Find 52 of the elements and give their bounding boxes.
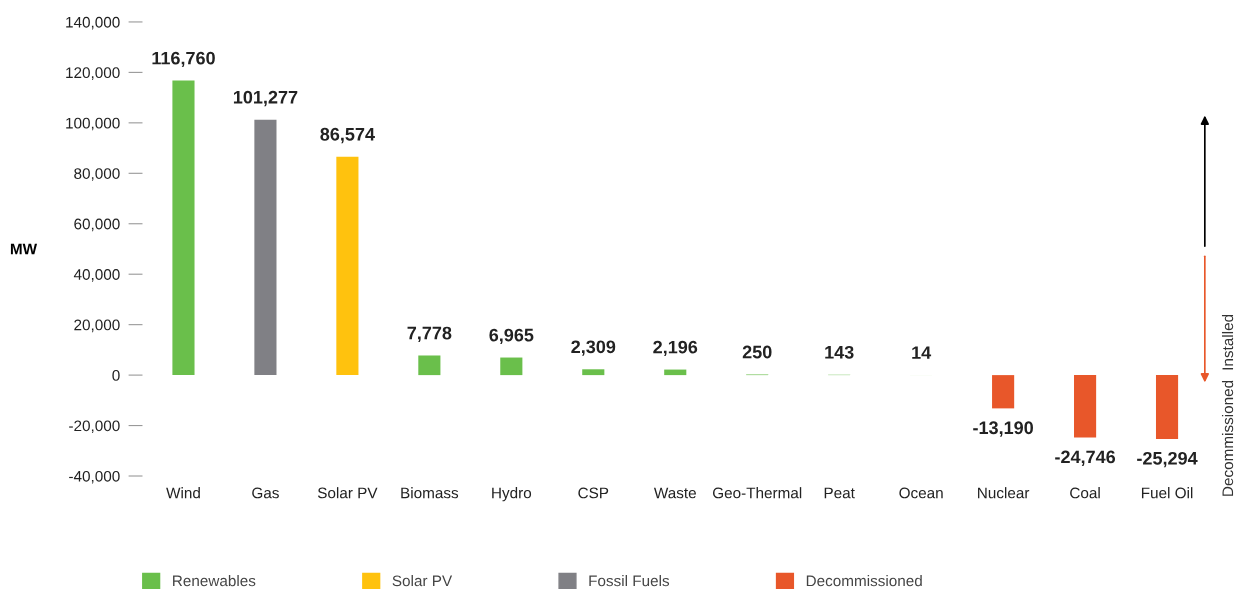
y-tick-label: 100,000: [66, 117, 120, 131]
data-label: 7,778: [407, 326, 452, 343]
bar: [500, 357, 523, 376]
data-label: -24,746: [1055, 450, 1116, 466]
bar: [582, 369, 605, 376]
data-label: 250: [742, 345, 772, 359]
data-label: -25,294: [1137, 451, 1198, 468]
y-tick-label: 120,000: [66, 67, 120, 80]
data-label: 14: [912, 346, 932, 359]
y-tick-label: -20,000: [69, 420, 120, 434]
y-tick-label: 140,000: [66, 16, 120, 30]
data-label: 101,277: [233, 90, 298, 107]
data-label: 2,196: [653, 340, 698, 357]
legend-label: Fossil Fuels: [589, 575, 670, 587]
bar: [992, 375, 1015, 409]
x-tick-label: Gas: [252, 487, 279, 499]
y-tick-label: 20,000: [74, 319, 120, 333]
bar: [1155, 375, 1179, 439]
y-tick-label: 80,000: [74, 168, 120, 181]
data-label: 116,760: [152, 51, 215, 68]
legend-label: Decommissioned: [806, 575, 922, 587]
x-tick-label: Fuel Oil: [1141, 487, 1193, 499]
x-tick-label: Biomass: [401, 487, 459, 499]
x-tick-label: Hydro: [492, 487, 532, 502]
data-label: 6,965: [489, 328, 534, 345]
x-tick-label: Geo-Thermal: [712, 487, 802, 499]
y-tick-label: 60,000: [74, 218, 120, 232]
data-label: 143: [825, 345, 854, 359]
legend-label: Renewables: [173, 575, 256, 587]
bar: [254, 119, 277, 376]
data-label: 86,574: [320, 127, 375, 144]
x-tick-label: Wind: [166, 487, 200, 499]
x-tick-label: Peat: [824, 487, 855, 499]
text: Decommissioned: [1221, 380, 1234, 496]
y-tick-label: -40,000: [69, 470, 120, 484]
bar: [172, 80, 195, 376]
y-axis-title: MW: [10, 243, 38, 255]
bar: [336, 156, 359, 376]
data-label: -13,190: [973, 421, 1033, 437]
legend-label: Solar PV: [392, 575, 453, 587]
x-tick-label: Coal: [1070, 487, 1100, 499]
bar: [1074, 375, 1097, 438]
x-tick-label: CSP: [578, 487, 609, 499]
x-tick-label: Solar PV: [317, 487, 378, 499]
x-tick-label: Ocean: [899, 487, 943, 499]
y-tick-label: 0: [112, 369, 120, 381]
text: Installed: [1221, 314, 1234, 370]
data-label: 2,309: [571, 340, 616, 356]
y-tick-label: 40,000: [73, 269, 120, 282]
bar: [418, 355, 441, 376]
x-tick-label: Nuclear: [978, 487, 1030, 499]
x-tick-label: Waste: [653, 487, 696, 499]
